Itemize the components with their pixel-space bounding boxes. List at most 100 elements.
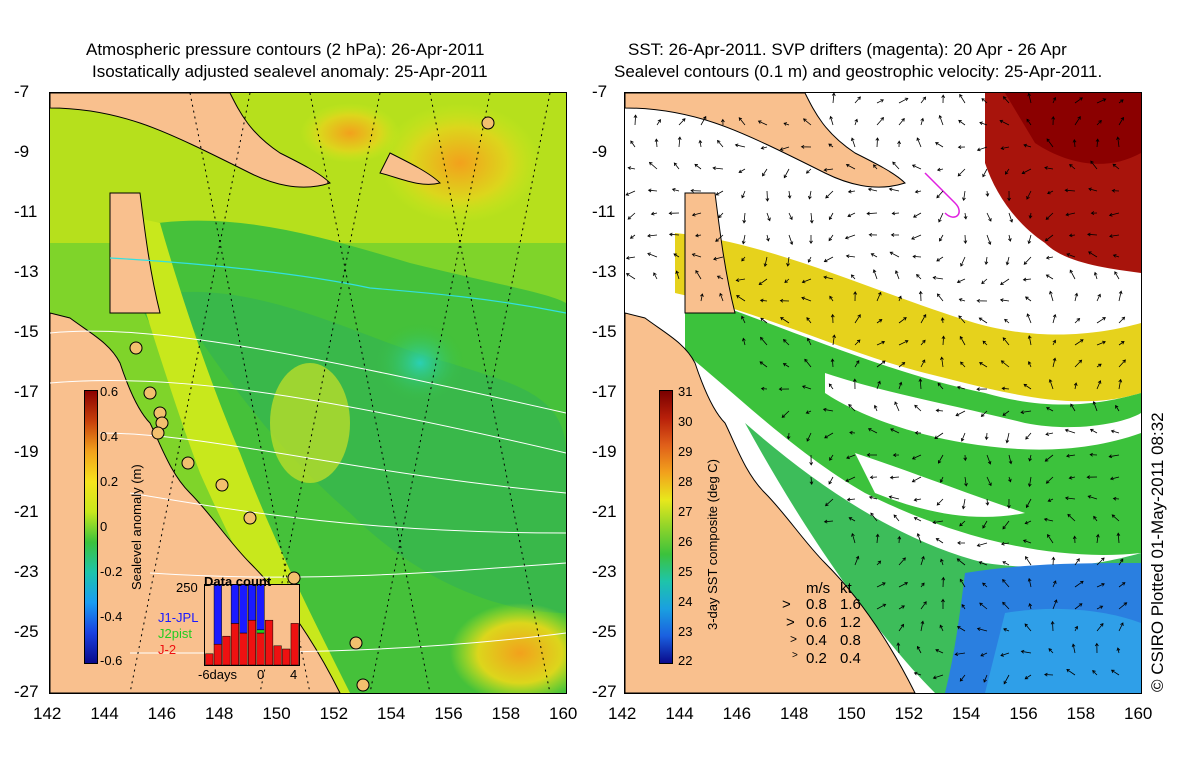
velocity-arrow (1000, 652, 1010, 657)
velocity-arrow (898, 295, 902, 302)
velocity-arrow (1004, 318, 1010, 324)
lon-tick-label: 160 (549, 704, 578, 723)
left-cb-tick: -0.4 (100, 609, 123, 624)
velocity-arrow (782, 339, 790, 346)
velocity-arrow (1090, 160, 1098, 170)
velocity-arrow (876, 560, 882, 566)
velocity-arrow (759, 298, 768, 303)
velocity-arrow (1066, 253, 1076, 258)
velocity-arrow (1118, 99, 1124, 104)
velocity-arrow (650, 211, 658, 216)
velocity-arrow (1025, 498, 1032, 509)
velocity-arrow (1074, 359, 1083, 368)
velocity-arrow (954, 652, 966, 656)
velocity-arrow (984, 256, 989, 265)
velocity-arrow (1110, 669, 1120, 676)
velocity-arrow (936, 190, 944, 199)
lat-tick-label: -11 (592, 202, 616, 221)
velocity-arrow (1066, 453, 1076, 458)
velocity-arrow (914, 431, 922, 435)
velocity-arrow (822, 407, 834, 412)
velocity-arrow (780, 317, 790, 324)
credit-label: © CSIRO Plotted 01-May-2011 08:32 (1148, 412, 1167, 692)
velocity-arrow (1096, 98, 1107, 104)
velocity-arrow (713, 256, 724, 261)
velocity-arrow (911, 164, 922, 170)
left-map (49, 92, 567, 694)
velocity-arrow (1074, 339, 1084, 346)
velocity-arrow (809, 476, 814, 485)
velocity-arrow (1023, 143, 1032, 148)
velocity-arrow (854, 96, 861, 104)
velocity-arrow (1052, 313, 1057, 324)
velocity-arrow (1027, 476, 1032, 488)
velocity-arrow (1027, 234, 1032, 245)
velocity-arrow (673, 162, 680, 170)
velocity-arrow (829, 115, 834, 126)
velocity-arrow (1116, 647, 1121, 654)
velocity-arrow (916, 645, 922, 654)
velocity-arrow (959, 93, 966, 104)
velocity-arrow (960, 432, 966, 442)
velocity-arrow (653, 272, 658, 280)
data-count-bar (256, 585, 265, 631)
data-count-xlabel: 0 (257, 667, 265, 682)
velocity-arrow (759, 336, 768, 346)
data-count-bar (282, 648, 291, 665)
lat-tick-label: -25 (14, 622, 39, 641)
lat-tick-label: -13 (592, 262, 617, 281)
velocity-arrow (1093, 271, 1098, 280)
right-cb-tick: 24 (678, 594, 693, 609)
velocity-arrow (1074, 625, 1078, 632)
velocity-arrow (1110, 429, 1120, 434)
velocity-arrow (913, 212, 922, 218)
velocity-arrow (939, 234, 944, 242)
velocity-arrow (932, 674, 944, 680)
data-count-bar (205, 653, 214, 665)
velocity-arrow (959, 335, 966, 346)
velocity-arrow (1108, 212, 1120, 217)
velocity-arrow (808, 190, 812, 200)
velocity-arrow (1071, 643, 1076, 654)
velocity-arrow (898, 557, 906, 566)
velocity-arrow (741, 256, 746, 262)
left-cb-tick: 0.4 (100, 429, 119, 444)
velocity-arrow (960, 256, 966, 267)
velocity-arrow (1047, 498, 1054, 502)
velocity-key-ms: 0.8 (806, 596, 827, 613)
velocity-arrow (986, 476, 992, 487)
velocity-arrow (806, 432, 812, 442)
velocity-arrow (1086, 475, 1098, 480)
right-title-line1: SST: 26-Apr-2011. SVP drifters (magenta)… (628, 40, 1067, 59)
velocity-arrow (1024, 623, 1032, 632)
velocity-arrow (1088, 251, 1098, 258)
left-colorbar-label: Sealevel anomaly (m) (129, 464, 144, 590)
velocity-arrow (852, 378, 857, 390)
velocity-arrow (1045, 407, 1054, 412)
velocity-arrow (627, 212, 636, 220)
velocity-arrow (1005, 432, 1010, 444)
velocity-arrow (850, 137, 856, 148)
right-cb-tick: 23 (678, 624, 693, 639)
velocity-arrow (936, 167, 944, 172)
velocity-arrow (625, 190, 636, 196)
velocity-arrow (759, 361, 768, 368)
velocity-arrow (876, 319, 883, 324)
lon-tick-label: 142 (33, 704, 62, 723)
velocity-arrow (832, 334, 836, 346)
velocity-arrow (918, 290, 923, 302)
velocity-arrow (1093, 515, 1098, 522)
velocity-arrow (1118, 359, 1126, 368)
velocity-arrow (936, 293, 944, 302)
velocity-arrow (1118, 558, 1124, 566)
velocity-arrow (1027, 360, 1032, 368)
velocity-arrow (898, 582, 909, 588)
left-cb-tick: 0 (100, 519, 108, 534)
data-count-xlabel: -6days (198, 667, 238, 682)
velocity-arrow (979, 602, 988, 610)
velocity-arrow (958, 298, 966, 302)
velocity-arrow (956, 626, 966, 632)
velocity-arrow (762, 168, 768, 177)
velocity-arrow (889, 475, 900, 480)
velocity-arrow (1088, 187, 1098, 192)
